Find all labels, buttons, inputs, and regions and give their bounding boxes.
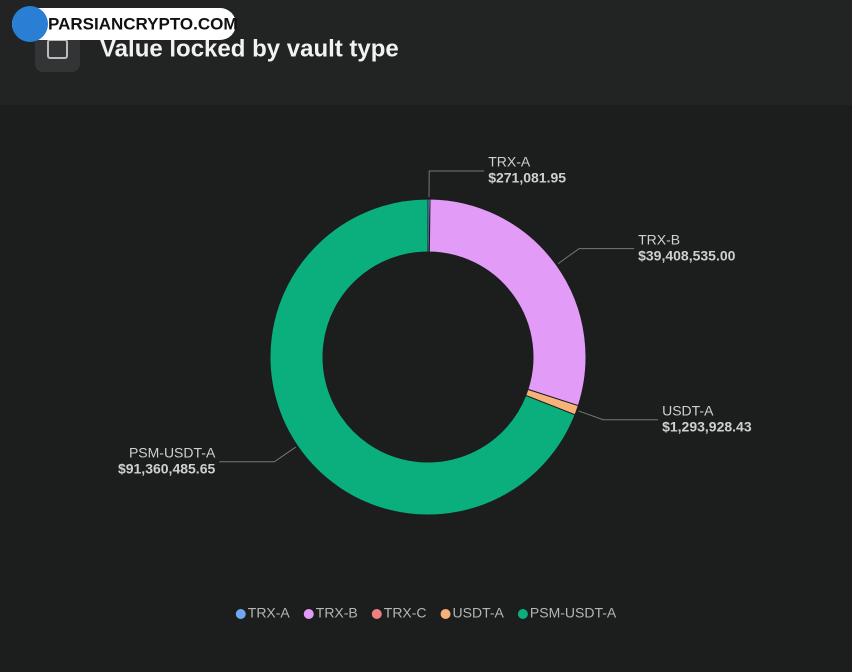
leader-line	[428, 170, 485, 198]
slice-label: USDT-A	[662, 402, 714, 418]
legend-marker	[303, 609, 314, 619]
legend-marker	[371, 609, 382, 619]
leader-line	[219, 446, 297, 463]
legend-marker	[517, 609, 528, 619]
slice-value: $91,360,485.65	[118, 460, 216, 476]
slice-value: $39,408,535.00	[638, 247, 736, 263]
watermark-text: PARSIANCRYPTO.COM	[48, 14, 238, 33]
legend-label: TRX-C	[384, 605, 427, 621]
legend-label: TRX-B	[316, 605, 358, 621]
slice-value: $271,081.95	[488, 170, 566, 186]
legend-marker	[235, 609, 246, 619]
slice-label: PSM-USDT-A	[129, 444, 216, 460]
leader-line	[578, 410, 659, 421]
slice-label: TRX-A	[488, 154, 531, 170]
legend-label: PSM-USDT-A	[530, 605, 617, 621]
watermark-logo	[12, 6, 48, 42]
leader-line	[557, 248, 635, 265]
legend-label: USDT-A	[453, 605, 505, 621]
watermark-pill	[12, 8, 236, 40]
legend-label: TRX-A	[248, 605, 291, 621]
slice-label: TRX-B	[638, 231, 680, 247]
slice	[428, 198, 587, 407]
slice-value: $1,293,928.43	[662, 418, 752, 434]
legend-marker	[440, 609, 451, 619]
slice	[269, 198, 576, 516]
